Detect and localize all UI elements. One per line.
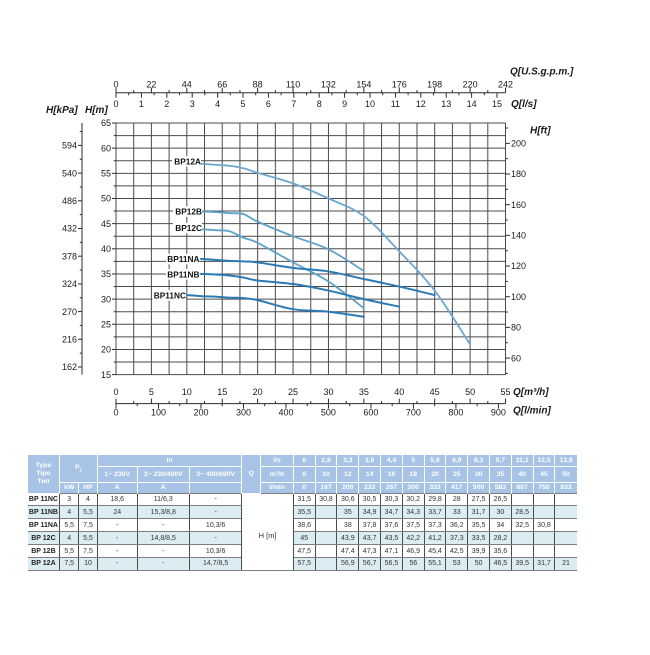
svg-text:5: 5 [149, 387, 154, 397]
svg-text:BP12A: BP12A [174, 157, 201, 167]
svg-text:800: 800 [448, 408, 463, 418]
svg-text:3: 3 [190, 99, 195, 109]
svg-text:7: 7 [291, 99, 296, 109]
svg-text:120: 120 [511, 261, 526, 271]
svg-text:400: 400 [278, 408, 293, 418]
svg-text:66: 66 [217, 79, 227, 89]
svg-text:216: 216 [62, 334, 77, 344]
svg-text:50: 50 [101, 194, 111, 204]
svg-text:BP12C: BP12C [175, 223, 202, 233]
svg-text:10: 10 [182, 387, 192, 397]
svg-text:0: 0 [113, 387, 118, 397]
svg-text:35: 35 [359, 387, 369, 397]
svg-text:20: 20 [253, 387, 263, 397]
svg-text:40: 40 [394, 387, 404, 397]
svg-text:900: 900 [491, 408, 506, 418]
svg-text:600: 600 [363, 408, 378, 418]
svg-text:60: 60 [511, 353, 521, 363]
svg-text:9: 9 [342, 99, 347, 109]
svg-text:60: 60 [101, 143, 111, 153]
svg-text:H[kPa]: H[kPa] [46, 105, 78, 116]
svg-text:15: 15 [101, 370, 111, 380]
svg-text:8: 8 [317, 99, 322, 109]
svg-text:110: 110 [286, 79, 300, 89]
svg-text:30: 30 [101, 294, 111, 304]
svg-text:4: 4 [215, 99, 220, 109]
svg-text:132: 132 [321, 79, 336, 89]
svg-text:0: 0 [113, 408, 118, 418]
svg-text:220: 220 [463, 79, 478, 89]
svg-text:2: 2 [164, 99, 169, 109]
svg-text:45: 45 [430, 387, 440, 397]
svg-text:50: 50 [465, 387, 475, 397]
svg-text:540: 540 [62, 168, 77, 178]
svg-text:25: 25 [288, 387, 298, 397]
svg-text:100: 100 [151, 408, 166, 418]
svg-text:30: 30 [323, 387, 333, 397]
svg-text:40: 40 [101, 244, 111, 254]
svg-text:44: 44 [182, 79, 192, 89]
svg-text:55: 55 [500, 387, 510, 397]
svg-text:154: 154 [356, 79, 371, 89]
svg-text:Q[l/min]: Q[l/min] [513, 405, 551, 416]
svg-text:BP12B: BP12B [175, 207, 202, 217]
svg-text:88: 88 [253, 79, 263, 89]
svg-text:25: 25 [101, 319, 111, 329]
svg-text:162: 162 [62, 362, 77, 372]
svg-text:160: 160 [511, 200, 526, 210]
svg-text:200: 200 [193, 408, 208, 418]
svg-text:14: 14 [467, 99, 477, 109]
svg-text:H[ft]: H[ft] [530, 126, 551, 137]
svg-text:0: 0 [113, 99, 118, 109]
svg-text:270: 270 [62, 307, 77, 317]
svg-text:1: 1 [139, 99, 144, 109]
svg-text:198: 198 [427, 79, 442, 89]
svg-text:15: 15 [217, 387, 227, 397]
svg-text:Q[m³/h]: Q[m³/h] [513, 387, 549, 398]
svg-text:140: 140 [511, 231, 526, 241]
svg-text:12: 12 [416, 99, 426, 109]
svg-text:6: 6 [266, 99, 271, 109]
svg-text:0: 0 [113, 79, 118, 89]
svg-text:BP11NB: BP11NB [167, 269, 199, 279]
svg-text:176: 176 [392, 79, 407, 89]
svg-text:486: 486 [62, 196, 77, 206]
svg-text:BP11NA: BP11NA [167, 254, 199, 264]
svg-text:180: 180 [511, 169, 526, 179]
svg-text:Q[l/s]: Q[l/s] [511, 99, 537, 110]
svg-text:300: 300 [236, 408, 251, 418]
svg-text:Q[U.S.g.p.m.]: Q[U.S.g.p.m.] [510, 67, 574, 78]
svg-text:100: 100 [511, 292, 526, 302]
svg-text:45: 45 [101, 219, 111, 229]
svg-text:5: 5 [240, 99, 245, 109]
svg-text:200: 200 [511, 139, 526, 149]
svg-text:15: 15 [492, 99, 502, 109]
svg-text:11: 11 [391, 99, 400, 109]
svg-text:242: 242 [498, 79, 513, 89]
svg-text:22: 22 [146, 79, 156, 89]
svg-text:700: 700 [406, 408, 421, 418]
svg-text:13: 13 [441, 99, 451, 109]
svg-text:20: 20 [101, 345, 111, 355]
svg-text:378: 378 [62, 251, 77, 261]
svg-text:500: 500 [321, 408, 336, 418]
svg-text:80: 80 [511, 323, 521, 333]
svg-text:BP11NC: BP11NC [154, 290, 186, 300]
svg-text:594: 594 [62, 141, 77, 151]
svg-text:324: 324 [62, 279, 77, 289]
svg-text:432: 432 [62, 224, 77, 234]
svg-text:10: 10 [365, 99, 375, 109]
svg-text:35: 35 [101, 269, 111, 279]
svg-text:H[m]: H[m] [85, 105, 108, 116]
svg-text:65: 65 [101, 118, 111, 128]
svg-text:55: 55 [101, 169, 111, 179]
